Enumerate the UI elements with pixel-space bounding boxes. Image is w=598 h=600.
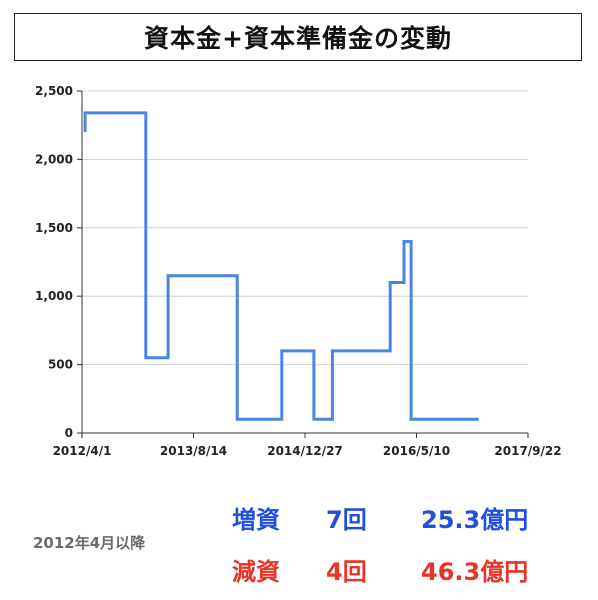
decrease-label: 減資 [232,558,280,586]
y-tick-labels: 0 500 1,000 1,500 2,000 2,500 [35,84,73,440]
increase-label: 増資 [232,506,280,534]
x-tick-label: 2016/5/10 [383,444,450,458]
increase-amount: 25.3億円 [421,506,529,534]
y-tick-label: 2,500 [35,84,73,98]
decrease-count: 4回 [326,558,367,586]
x-tick-label: 2012/4/1 [53,444,112,458]
grid-layer [82,90,528,366]
increase-count: 7回 [326,506,367,534]
y-tick-label: 1,000 [35,289,73,303]
chart-title: 資本金+資本準備金の変動 [144,24,452,53]
series-layer [83,111,479,421]
capital-increase-summary: 増資 7回 25.3億円 [232,500,528,535]
capital-series-line [83,111,479,421]
capital-decrease-summary: 減資 4回 46.3億円 [232,552,528,587]
x-tick-label: 2013/8/14 [160,444,227,458]
x-tick-label: 2014/12/27 [267,444,343,458]
y-tick-label: 500 [48,358,73,372]
chart-title-box: 資本金+資本準備金の変動 [14,13,582,61]
period-note: 2012年4月以降 [33,534,146,552]
y-tick-label: 2,000 [35,152,73,166]
x-tick-label: 2017/9/22 [494,444,561,458]
decrease-amount: 46.3億円 [421,558,529,586]
axis-layer [77,90,529,438]
y-tick-label: 1,500 [35,221,73,235]
x-tick-labels: 2012/4/1 2013/8/14 2014/12/27 2016/5/10 2017… [53,444,562,458]
step-line-chart: 0 500 1,000 1,500 2,000 2,500 2012/4/1 2013/8/… [35,84,562,458]
y-tick-label: 0 [65,426,73,440]
